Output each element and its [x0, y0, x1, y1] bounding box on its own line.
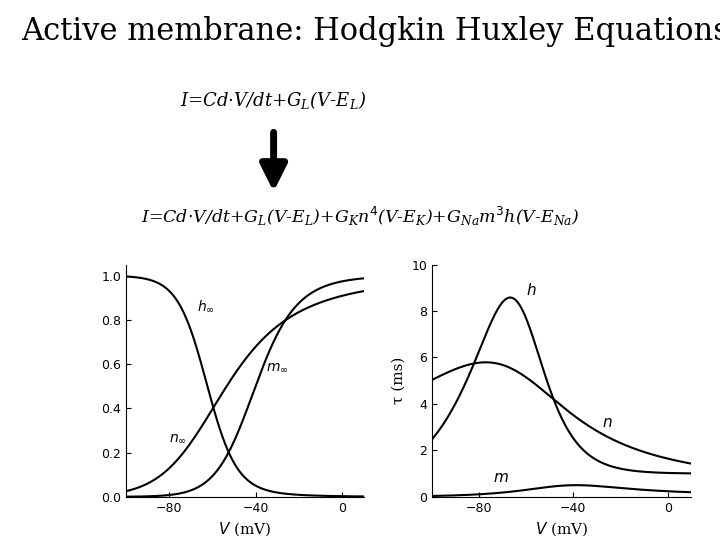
- Text: I=Cd$\cdot$V/dt+G$_\mathregular{L}$(V-E$_\mathregular{L}$)+G$_\mathregular{K}$n$: I=Cd$\cdot$V/dt+G$_\mathregular{L}$(V-E$…: [140, 205, 580, 227]
- Y-axis label: τ (ms): τ (ms): [392, 357, 405, 404]
- X-axis label: $V$ (mV): $V$ (mV): [535, 520, 588, 538]
- Text: $n_\infty$: $n_\infty$: [169, 431, 187, 445]
- Text: $h$: $h$: [526, 282, 537, 298]
- Text: $m$: $m$: [493, 471, 509, 485]
- X-axis label: $V$ (mV): $V$ (mV): [218, 520, 271, 538]
- Text: $n$: $n$: [602, 416, 612, 430]
- Text: Active membrane: Hodgkin Huxley Equations: Active membrane: Hodgkin Huxley Equation…: [22, 16, 720, 47]
- Text: I=Cd$\cdot$V/dt+G$_\mathregular{L}$(V-E$_\mathregular{L}$): I=Cd$\cdot$V/dt+G$_\mathregular{L}$(V-E$…: [181, 89, 366, 111]
- Text: $m_\infty$: $m_\infty$: [266, 360, 289, 374]
- Text: $h_\infty$: $h_\infty$: [197, 299, 215, 314]
